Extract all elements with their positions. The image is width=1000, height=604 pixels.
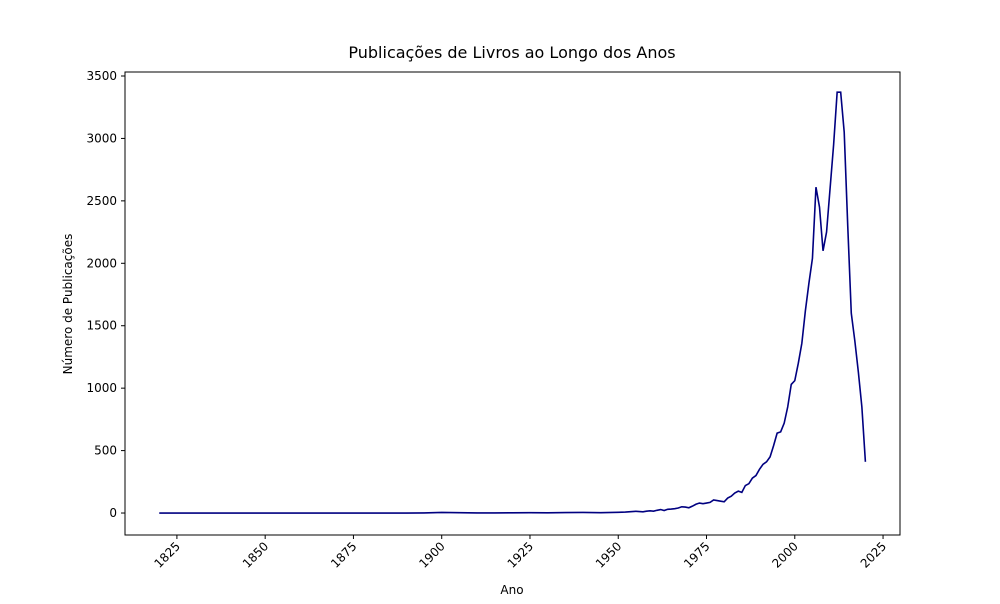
x-axis-label: Ano — [500, 583, 523, 597]
y-tick-label: 3500 — [86, 69, 117, 83]
y-tick-label: 2500 — [86, 194, 117, 208]
y-tick-label: 500 — [94, 444, 117, 458]
chart-title: Publicações de Livros ao Longo dos Anos — [348, 43, 675, 62]
y-axis-label: Número de Publicações — [61, 234, 75, 375]
plot-frame — [124, 71, 901, 536]
y-tick-label: 3000 — [86, 131, 117, 145]
y-tick-label: 2000 — [86, 256, 117, 270]
y-tick-label: 1500 — [86, 319, 117, 333]
y-tick-label: 0 — [109, 506, 117, 520]
y-tick-label: 1000 — [86, 381, 117, 395]
data-line — [159, 91, 867, 514]
